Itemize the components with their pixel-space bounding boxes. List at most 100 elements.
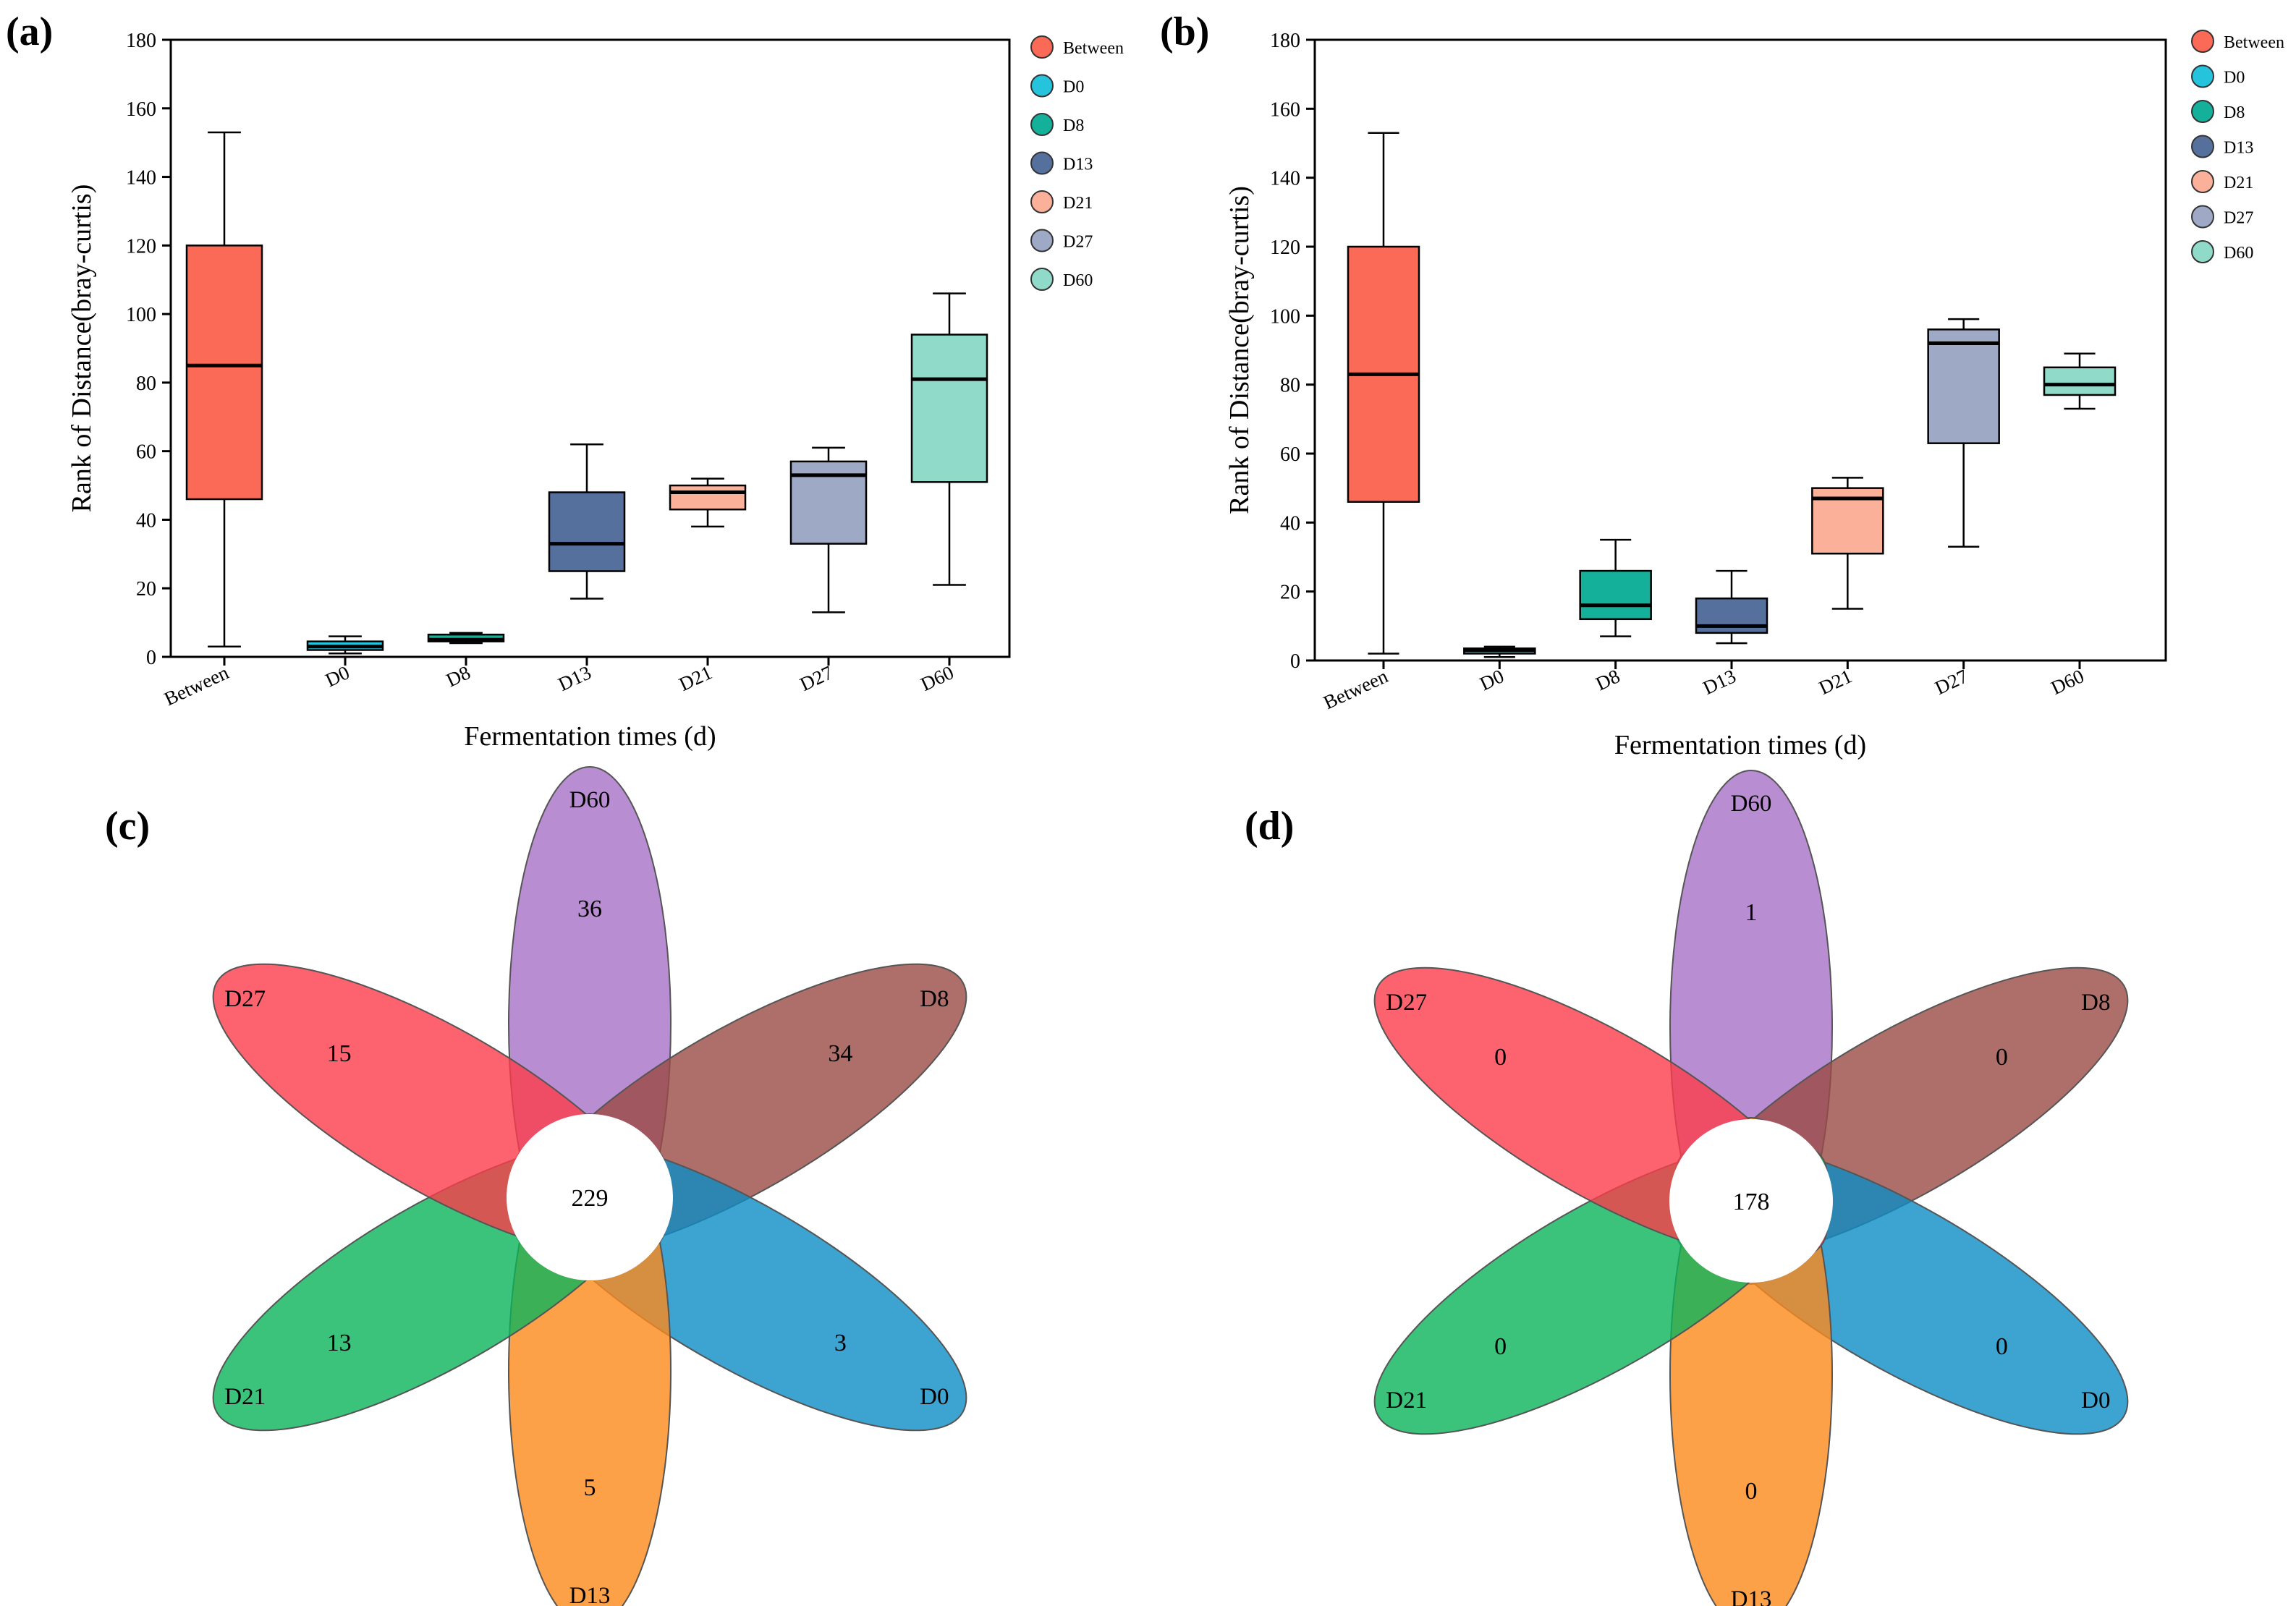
legend-label: D8: [1063, 116, 1084, 135]
legend-label: D13: [1063, 156, 1093, 174]
legend-label: Between: [1063, 39, 1124, 58]
y-tick-label: 80: [136, 373, 156, 395]
box-between: [1347, 132, 1420, 655]
legend-label: D27: [1063, 233, 1093, 252]
set-label-d13: D13: [569, 1583, 611, 1606]
x-tick-label: D60: [2048, 665, 2088, 699]
y-tick-label: 100: [1270, 305, 1300, 328]
set-label-d21: D21: [1386, 1388, 1427, 1414]
shared-center: [507, 1114, 673, 1280]
box-d8: [1579, 538, 1652, 637]
legend-marker: [1030, 113, 1054, 136]
y-tick-label: 60: [136, 441, 156, 464]
legend-label: D21: [1063, 194, 1093, 213]
legend-label: D8: [2224, 103, 2245, 122]
box-between: [185, 131, 263, 648]
y-tick-label: 140: [126, 167, 156, 190]
legend-label: D60: [2224, 244, 2253, 263]
y-tick-label: 20: [1280, 582, 1300, 604]
x-tick-label: Between: [161, 661, 232, 710]
venn-diagram-c: 229 36 D60 34 D8 3 D0 5 D13 13 D21 15 D27: [212, 766, 967, 1606]
set-label-d27: D27: [224, 986, 266, 1012]
set-label-d8: D8: [920, 986, 949, 1012]
y-tick-label: 120: [126, 235, 156, 258]
y-tick-label: 20: [136, 578, 156, 600]
petal-count-d21: 13: [327, 1330, 352, 1356]
box-d13: [548, 443, 626, 600]
legend-marker: [1030, 229, 1054, 252]
set-label-d0: D0: [920, 1384, 949, 1410]
iqr-box: [1927, 328, 2000, 444]
x-tick-label: D0: [1476, 665, 1507, 694]
y-tick-label: 140: [1270, 168, 1300, 190]
set-label-d60: D60: [1731, 791, 1772, 817]
shared-count: 229: [572, 1185, 609, 1212]
plot-frame: [169, 38, 1011, 658]
petal-count-d13: 0: [1745, 1478, 1758, 1505]
panel-label-b: (b): [1160, 9, 1209, 54]
x-tick-label: D0: [322, 661, 353, 691]
y-tick-label: 0: [1290, 650, 1300, 673]
iqr-box: [548, 491, 626, 572]
legend-marker: [1030, 35, 1054, 59]
x-tick-label: D60: [918, 661, 957, 695]
box-d21: [669, 477, 747, 528]
y-tick-label: 180: [1270, 30, 1300, 52]
set-label-d0: D0: [2081, 1388, 2110, 1414]
set-label-d60: D60: [569, 787, 611, 813]
legend-marker: [2191, 64, 2214, 88]
panel-label-c: (c): [105, 804, 150, 849]
set-label-d27: D27: [1386, 990, 1427, 1016]
x-tick-label: Between: [1320, 665, 1391, 713]
x-tick-label: D13: [1700, 665, 1740, 699]
iqr-box: [1579, 569, 1652, 621]
y-tick-label: 160: [1270, 98, 1300, 121]
y-tick-label: 120: [1270, 237, 1300, 259]
legend-marker: [2191, 30, 2214, 53]
iqr-box: [910, 333, 988, 483]
petal-count-d27: 0: [1494, 1044, 1507, 1071]
legend-marker: [1030, 151, 1054, 175]
box-d13: [1695, 569, 1768, 645]
box-d60: [910, 292, 988, 586]
x-tick-label: D21: [676, 661, 716, 695]
legend-marker: [1030, 74, 1054, 98]
x-tick-label: D13: [555, 661, 595, 695]
x-tick-label: D27: [797, 661, 836, 695]
petal-count-d60: 36: [577, 896, 602, 922]
box-d0: [1463, 645, 1536, 658]
box-d60: [2043, 352, 2117, 410]
x-tick-label: D8: [1593, 665, 1624, 694]
y-tick-label: 60: [1280, 443, 1300, 466]
legend: Between D0 D8 D13 D21 D27 D60: [1030, 35, 1124, 291]
y-axis-label: Rank of Distance(bray-curtis): [67, 184, 97, 513]
petal-count-d27: 15: [327, 1040, 352, 1067]
panel-label-a: (a): [6, 9, 53, 54]
set-label-d21: D21: [224, 1384, 266, 1410]
box-plot-a: 0 20 40 60 80 100 120 140 160 180 Between D0 D8 D13 D2…: [67, 30, 1124, 752]
legend-label: D13: [2224, 139, 2253, 158]
iqr-box: [2043, 366, 2117, 396]
petal-count-d0: 0: [1996, 1333, 2008, 1360]
y-tick-label: 100: [126, 304, 156, 326]
box-d21: [1811, 477, 1884, 610]
legend-label: D0: [2224, 69, 2245, 88]
x-tick-label: D21: [1816, 665, 1855, 699]
y-tick-label: 80: [1280, 375, 1300, 397]
box-d27: [789, 446, 868, 613]
legend-label: D0: [1063, 78, 1084, 97]
y-axis-label: Rank of Distance(bray-curtis): [1224, 186, 1255, 514]
venn-diagram-d: 178 1 D60 0 D8 0 D0 0 D13 0 D21 0 D27: [1373, 770, 2129, 1606]
shared-center: [1669, 1119, 1833, 1283]
petal-count-d13: 5: [584, 1474, 596, 1501]
iqr-box: [669, 484, 747, 511]
y-tick-label: 180: [126, 30, 156, 52]
y-tick-label: 0: [146, 647, 156, 669]
shared-count: 178: [1733, 1189, 1770, 1215]
panel-label-d: (d): [1245, 804, 1294, 849]
legend-marker: [1030, 268, 1054, 291]
legend-marker: [2191, 100, 2214, 123]
box-plot-b: 0 20 40 60 80 100 120 140 160 180 Between D0 D8 D13 D2…: [1224, 30, 2284, 760]
legend-marker: [1030, 190, 1054, 213]
